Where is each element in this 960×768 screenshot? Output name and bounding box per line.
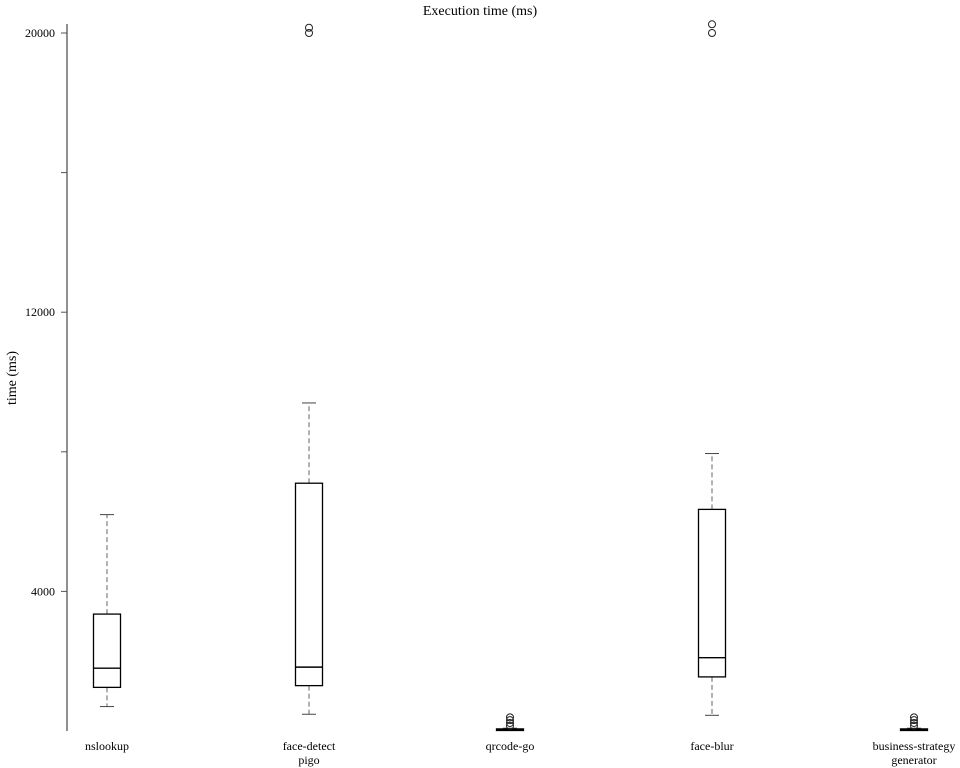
outlier-point xyxy=(910,721,918,730)
y-axis-label: time (ms) xyxy=(5,351,20,405)
category-label: qrcode-go xyxy=(486,739,535,753)
y-tick-label: 12000 xyxy=(25,305,55,319)
chart-title: Execution time (ms) xyxy=(423,4,538,19)
box-group xyxy=(899,713,929,732)
category-label: business-strategy xyxy=(873,739,956,753)
y-tick-label: 4000 xyxy=(31,584,55,598)
outlier-point xyxy=(305,23,313,32)
y-axis-ticks: 20000 12000 4000 xyxy=(25,26,67,598)
outlier-point xyxy=(910,718,918,727)
outlier-point xyxy=(708,29,716,37)
outlier-point xyxy=(506,716,514,725)
outlier-point xyxy=(910,716,918,725)
box-iqr xyxy=(697,508,727,678)
box-group xyxy=(92,514,122,708)
box-group xyxy=(495,713,525,732)
category-label: nslookup xyxy=(85,739,129,753)
outlier-point xyxy=(506,718,514,727)
category-label: pigo xyxy=(298,753,319,767)
box-group xyxy=(697,20,727,716)
category-label: face-blur xyxy=(690,739,733,753)
y-tick-label: 20000 xyxy=(25,26,55,40)
outlier-point xyxy=(506,721,514,730)
outlier-point xyxy=(910,713,918,722)
box-iqr xyxy=(92,613,122,689)
box-iqr xyxy=(294,482,324,687)
category-label: face-detect xyxy=(283,739,336,753)
box-series xyxy=(92,20,929,732)
box-group xyxy=(294,23,324,715)
outlier-point xyxy=(708,20,716,29)
category-label: generator xyxy=(891,753,936,767)
outlier-point xyxy=(305,29,313,37)
outlier-point xyxy=(506,713,514,722)
